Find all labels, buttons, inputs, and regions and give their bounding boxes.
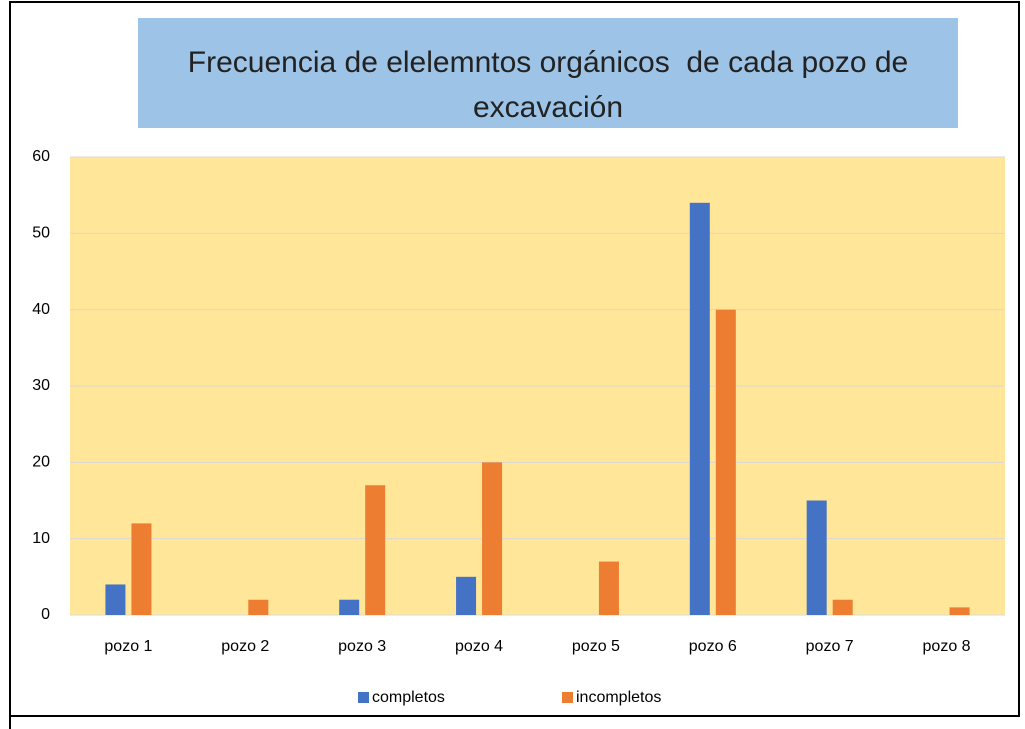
bar	[598, 561, 619, 615]
bar	[806, 500, 827, 615]
y-tick-label: 50	[32, 225, 50, 242]
bar	[105, 584, 126, 615]
bar	[715, 309, 736, 615]
x-tick-label: pozo 8	[923, 638, 971, 655]
x-tick-label: pozo 5	[572, 638, 620, 655]
x-tick-label: pozo 4	[455, 638, 503, 655]
y-tick-label: 30	[32, 377, 50, 394]
bar	[689, 202, 710, 616]
y-tick-label: 40	[32, 301, 50, 318]
bar	[339, 599, 360, 615]
bar	[131, 523, 152, 615]
chart-title: Frecuencia de elelemntos orgánicos de ca…	[138, 18, 958, 128]
y-tick-label: 0	[41, 606, 50, 623]
legend-label: completos	[372, 689, 445, 706]
y-tick-label: 10	[32, 530, 50, 547]
legend-label: incompletos	[576, 689, 661, 706]
legend-swatch	[358, 692, 369, 703]
y-tick-label: 20	[32, 454, 50, 471]
bar	[482, 462, 503, 615]
x-tick-label: pozo 1	[104, 638, 152, 655]
legend-swatch	[562, 692, 573, 703]
y-tick-label: 60	[32, 148, 50, 165]
x-tick-label: pozo 2	[221, 638, 269, 655]
x-tick-label: pozo 6	[689, 638, 737, 655]
bar	[248, 599, 269, 615]
x-tick-label: pozo 7	[806, 638, 854, 655]
bar	[949, 607, 970, 615]
bar	[832, 599, 853, 615]
x-tick-label: pozo 3	[338, 638, 386, 655]
bar	[456, 576, 477, 615]
bar	[365, 485, 386, 615]
